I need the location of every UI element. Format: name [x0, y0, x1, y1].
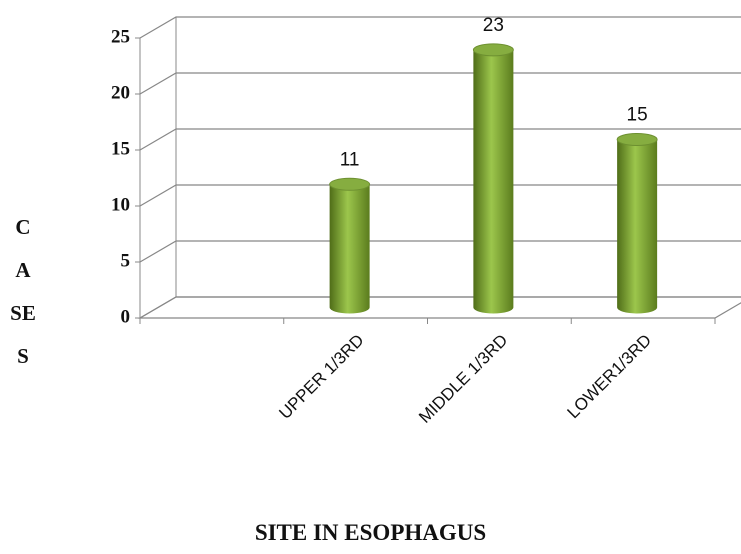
data-label: 15	[627, 105, 648, 126]
bar-body	[329, 184, 370, 314]
bar-body	[617, 139, 658, 314]
y-tick-label: 25	[111, 26, 130, 47]
grid-line	[139, 72, 741, 95]
bar	[616, 133, 658, 314]
bar-top	[616, 133, 658, 146]
data-label: 23	[483, 15, 504, 36]
grid-line	[139, 16, 741, 39]
y-tick-label: 15	[111, 138, 130, 159]
bar-top	[472, 43, 514, 57]
y-tick-label: 10	[111, 194, 130, 215]
x-tick-label: LOWER1/3RD	[564, 331, 656, 423]
bar-top	[329, 177, 371, 191]
bar	[472, 43, 514, 314]
bar	[329, 177, 371, 314]
data-label: 11	[340, 149, 360, 170]
bar-body	[473, 49, 514, 314]
y-axis-title: CASES	[10, 215, 36, 368]
y-tick-label: 5	[121, 250, 131, 271]
x-axis-title: SITE IN ESOPHAGUS	[254, 520, 487, 545]
y-tick-label: 0	[121, 306, 131, 327]
y-tick-label: 20	[111, 82, 130, 103]
x-tick-label: UPPER 1/3RD	[275, 331, 367, 423]
x-tick-label: MIDDLE 1/3RD	[415, 331, 511, 427]
